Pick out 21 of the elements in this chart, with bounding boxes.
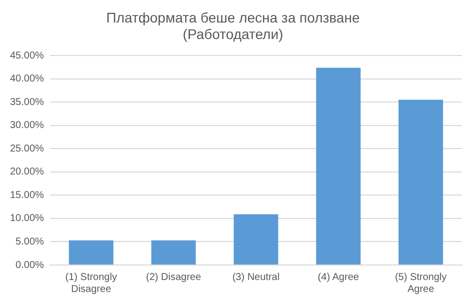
x-tick-label: (3) Neutral [232, 272, 280, 283]
y-tick-label: 45.00% [10, 50, 44, 62]
chart-title: Платформата беше лесна за ползване (Работодатели) [106, 9, 360, 42]
y-tick-label: 30.00% [10, 120, 44, 132]
bar [68, 240, 114, 264]
x-tick-label: (5) Strongly Agree [394, 272, 447, 295]
bar [234, 214, 278, 264]
bar [151, 240, 196, 264]
x-tick-label: (4) Agree [318, 272, 360, 283]
y-tick-label: 40.00% [10, 74, 44, 85]
y-tick-label: 15.00% [10, 190, 44, 201]
y-tick-label: 0.00% [16, 260, 44, 271]
y-tick-label: 10.00% [10, 213, 44, 224]
x-tick-label: (1) Strongly Disagree [65, 272, 117, 295]
y-tick-label: 25.00% [10, 143, 44, 154]
bar [398, 100, 444, 264]
bar [316, 68, 361, 264]
y-tick-label: 35.00% [10, 96, 44, 108]
y-tick-label: 20.00% [10, 166, 44, 178]
x-tick-label: (2) Disagree [146, 272, 202, 283]
y-tick-label: 5.00% [16, 236, 44, 248]
